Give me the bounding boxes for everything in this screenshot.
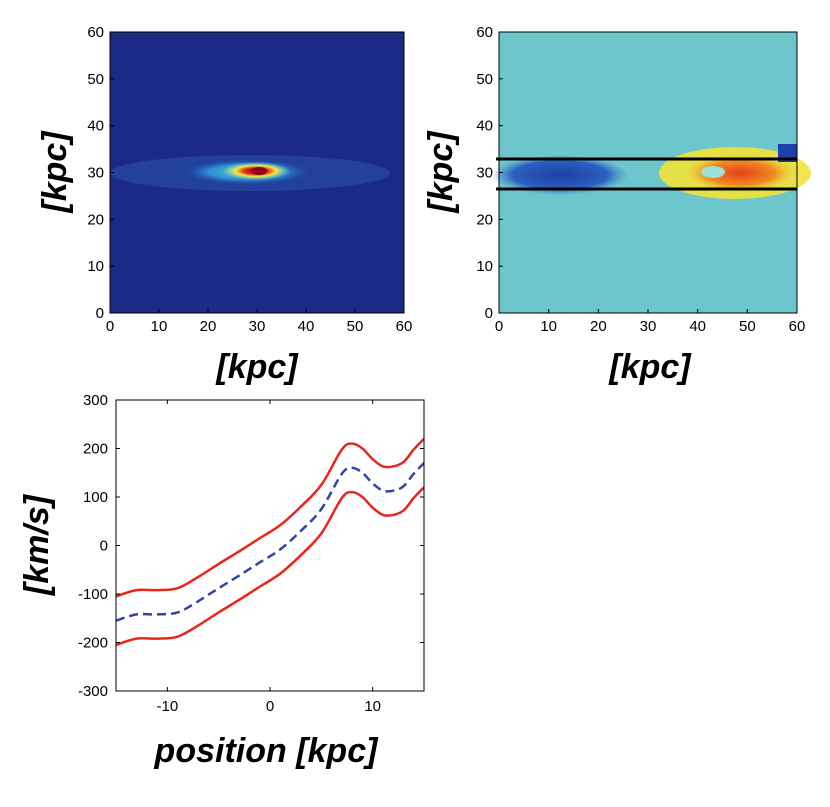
p1-x-tick-label: 30 bbox=[249, 318, 266, 335]
p3-x-tick-label: -10 bbox=[156, 698, 178, 715]
p2-x-tick-label: 30 bbox=[640, 318, 657, 335]
p2-x-tick-label: 0 bbox=[495, 318, 503, 335]
p2-y-tick-label: 40 bbox=[476, 118, 493, 135]
panel2-receding-side bbox=[682, 153, 798, 193]
panel-velocity-map: 0 10 20 30 40 50 60 0 10 20 30 40 50 60 [kpc] [kpc] bbox=[422, 24, 811, 386]
p1-y-tick-label: 40 bbox=[87, 118, 104, 135]
p1-x-tick-label: 10 bbox=[151, 318, 168, 335]
p1-x-tick-label: 0 bbox=[106, 318, 114, 335]
series-line-mean bbox=[116, 462, 424, 622]
p3-y-tick-label: -300 bbox=[78, 683, 108, 700]
p1-x-tick-label: 40 bbox=[298, 318, 315, 335]
p3-y-tick-label: 100 bbox=[83, 489, 108, 506]
p2-y-tick-label: 10 bbox=[476, 258, 493, 275]
panel2-x-label: [kpc] bbox=[608, 348, 692, 386]
p2-x-tick-label: 50 bbox=[739, 318, 756, 335]
p1-y-tick-label: 10 bbox=[87, 258, 104, 275]
p3-y-tick-label: -100 bbox=[78, 586, 108, 603]
p3-x-tick-label: 0 bbox=[266, 698, 274, 715]
panel3-y-label: [km/s] bbox=[18, 493, 56, 596]
series-line-upper bbox=[116, 437, 424, 598]
p1-y-tick-label: 0 bbox=[96, 305, 104, 322]
p2-y-tick-label: 0 bbox=[485, 305, 493, 322]
p2-x-tick-label: 10 bbox=[540, 318, 557, 335]
p2-y-tick-label: 50 bbox=[476, 71, 493, 88]
p3-y-tick-label: -200 bbox=[78, 635, 108, 652]
p3-y-tick-label: 0 bbox=[100, 538, 108, 555]
panel-intensity-map: 0 10 20 30 40 50 60 0 10 20 30 40 50 60 [kpc] [kpc] bbox=[36, 24, 412, 386]
panel1-x-label: [kpc] bbox=[215, 348, 299, 386]
p1-x-tick-label: 60 bbox=[396, 318, 413, 335]
p2-x-tick-label: 60 bbox=[789, 318, 806, 335]
p2-y-tick-label: 20 bbox=[476, 211, 493, 228]
p3-x-tick-label: 10 bbox=[364, 698, 381, 715]
p2-x-tick-label: 40 bbox=[689, 318, 706, 335]
p1-y-tick-label: 50 bbox=[87, 71, 104, 88]
panel1-peak bbox=[251, 167, 267, 175]
panel3-x-label: position [kpc] bbox=[154, 732, 380, 770]
p1-y-tick-label: 20 bbox=[87, 211, 104, 228]
p1-y-tick-label: 60 bbox=[87, 24, 104, 41]
panel2-y-label: [kpc] bbox=[422, 130, 460, 214]
series-line-lower bbox=[116, 486, 424, 647]
panel2-inner-gap bbox=[701, 166, 725, 178]
panel3-plot-area bbox=[116, 400, 424, 691]
p3-y-tick-label: 200 bbox=[83, 441, 108, 458]
p2-x-tick-label: 20 bbox=[590, 318, 607, 335]
panel1-y-label: [kpc] bbox=[36, 130, 74, 214]
p2-y-tick-label: 30 bbox=[476, 165, 493, 182]
p1-x-tick-label: 20 bbox=[200, 318, 217, 335]
p1-y-tick-label: 30 bbox=[87, 165, 104, 182]
p3-y-tick-label: 300 bbox=[83, 392, 108, 409]
panel2-approaching-side bbox=[492, 155, 628, 195]
p2-y-tick-label: 60 bbox=[476, 24, 493, 41]
p1-x-tick-label: 50 bbox=[347, 318, 364, 335]
